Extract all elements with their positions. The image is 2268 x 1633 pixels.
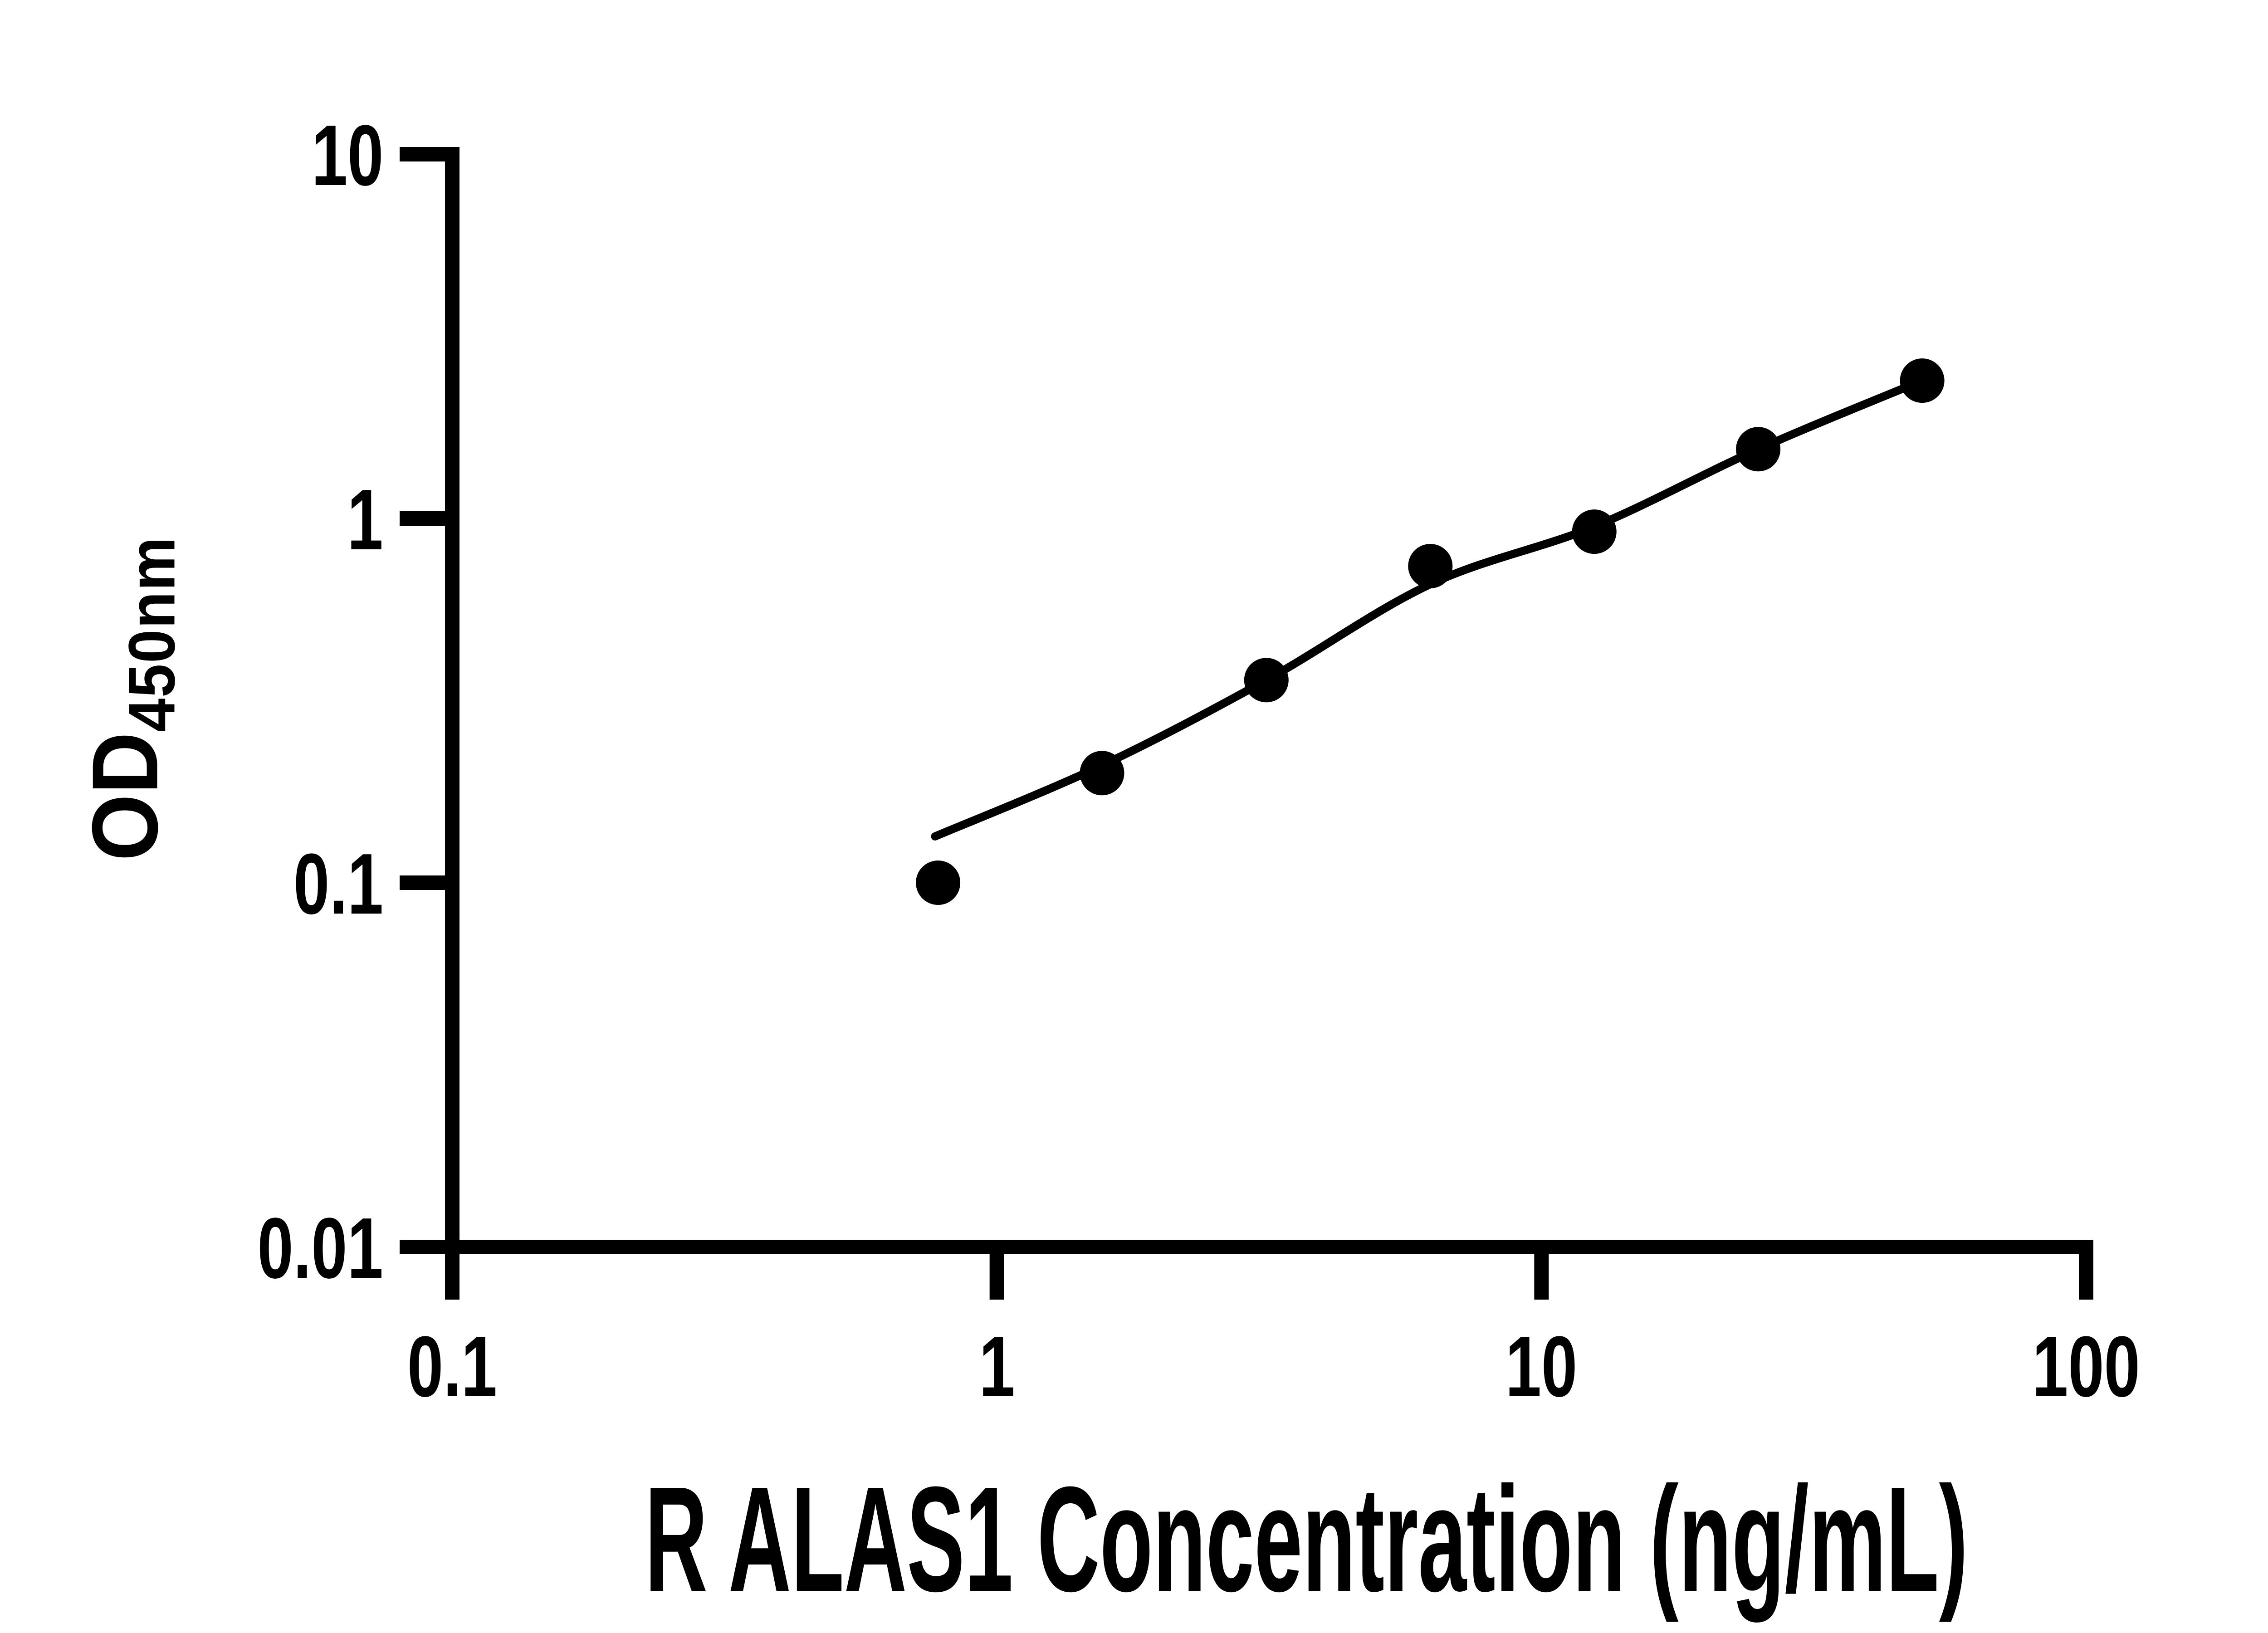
y-axis-title-subscript: 450nm: [115, 536, 189, 732]
y-tick-label-10: 10: [288, 112, 383, 199]
x-tick-label-0.1: 0.1: [392, 1324, 512, 1410]
x-tick-label-1-text: 1: [979, 1319, 1015, 1415]
data-point-50: [1900, 358, 1945, 403]
y-tick-label-1: 1: [335, 477, 383, 563]
y-axis-title-main: OD: [73, 732, 177, 861]
x-axis-title: R ALAS1 Concentration (ng/mL): [166, 1464, 2268, 1614]
data-point-6.25: [1408, 544, 1453, 588]
data-point-25: [1736, 427, 1781, 472]
data-point-1.56: [1080, 751, 1124, 796]
y-tick-label-1-text: 1: [347, 472, 383, 568]
x-tick-label-10-text: 10: [1505, 1319, 1578, 1415]
x-tick-label-0.1-text: 0.1: [407, 1319, 498, 1415]
y-tick-label-0.1-text: 0.1: [293, 836, 383, 932]
data-point-12.5: [1572, 509, 1617, 554]
y-tick-label-0.1: 0.1: [264, 841, 383, 927]
x-tick-label-1: 1: [973, 1324, 1021, 1410]
y-axis-title: OD450nm: [73, 522, 199, 875]
y-tick-label-10-text: 10: [311, 108, 383, 204]
y-tick-label-0.01: 0.01: [215, 1205, 383, 1291]
x-axis-title-text: R ALAS1 Concentration (ng/mL): [645, 1455, 1968, 1623]
y-tick-label-0.01-text: 0.01: [257, 1200, 383, 1296]
x-tick-label-100-text: 100: [2032, 1319, 2140, 1415]
y-axis-title-text: OD450nm: [73, 536, 199, 861]
data-point-0.78: [916, 861, 961, 905]
x-tick-label-100: 100: [2014, 1324, 2158, 1410]
data-point-3.125: [1244, 658, 1289, 703]
x-tick-label-10: 10: [1494, 1324, 1589, 1410]
